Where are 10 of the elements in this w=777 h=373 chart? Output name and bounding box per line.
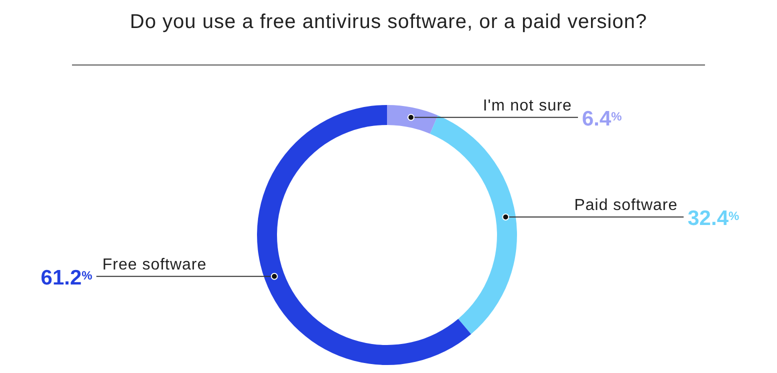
data-label: 32.4$^{%}$ <box>688 206 740 230</box>
data-label: 61.2$^{%}$ <box>40 266 93 290</box>
donut-slice <box>387 105 438 134</box>
donut-slice <box>430 115 517 334</box>
donut-slice <box>257 105 472 365</box>
data-label: 6.4$^{%}$ <box>582 107 622 130</box>
slice-label: I'm not sure <box>482 97 572 114</box>
slice-label: Free software <box>102 256 207 274</box>
slice-label: Paid software <box>574 196 678 214</box>
chart-title: Do you use a free antivirus software, or a paid version? <box>130 11 648 33</box>
